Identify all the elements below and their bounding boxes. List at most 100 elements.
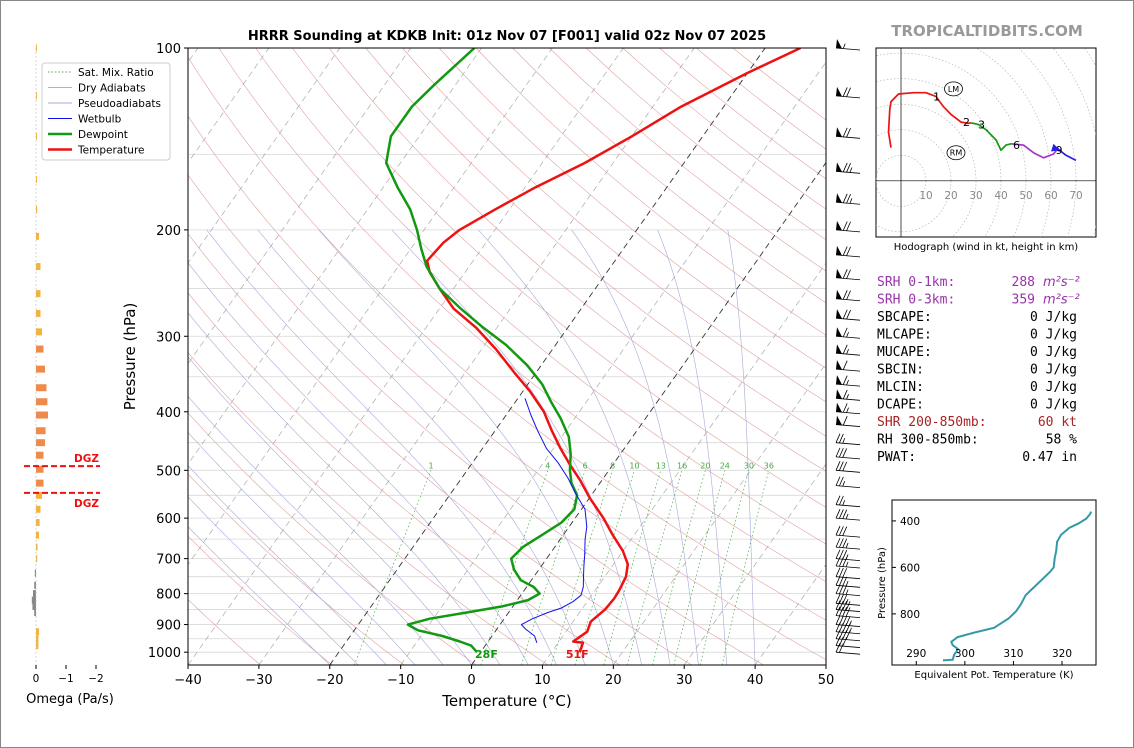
omega-bar — [36, 451, 44, 459]
wind-barb-flag — [836, 86, 842, 97]
theta-e-y-tick-label: 800 — [900, 609, 920, 621]
wind-barb-full — [842, 526, 848, 536]
mixing-ratio-label: 13 — [656, 461, 666, 470]
wind-barb-shaft — [835, 517, 861, 521]
wind-barb-full — [838, 567, 844, 578]
mixing-ratio-line — [699, 470, 750, 665]
x-tick-label: 20 — [605, 673, 622, 688]
stat-value: 0 J/kg — [1030, 363, 1077, 378]
omega-bar — [36, 92, 37, 100]
mixing-ratio-label: 6 — [583, 461, 588, 470]
legend: Sat. Mix. Ratio Dry Adiabats Pseudoadiabat… — [41, 62, 171, 161]
dry-adiabat-line — [188, 233, 692, 665]
y-axis-label: Pressure (hPa) — [121, 303, 139, 411]
isotherm-line — [613, 362, 826, 665]
wind-barb-half — [842, 500, 846, 506]
wind-barb-full — [835, 576, 841, 586]
wind-barb-half — [845, 513, 849, 520]
y-tick-label: 600 — [156, 512, 181, 527]
watermark: TROPICALTIDBITS.COM — [891, 22, 1083, 40]
wind-barb-full — [835, 594, 841, 604]
wind-barb-full — [842, 344, 848, 354]
wind-barb-shaft — [835, 368, 861, 372]
wind-barb-full — [842, 269, 848, 279]
wind-barb — [835, 508, 861, 521]
wind-barb-full — [842, 127, 848, 138]
wind-barb-shaft — [835, 615, 861, 619]
wind-barb-shaft — [835, 411, 861, 415]
wind-barb-flag — [836, 39, 842, 49]
wind-barb-full — [842, 327, 848, 338]
isotherm-line — [188, 48, 553, 566]
theta-e-x-tick-label: 320 — [1052, 648, 1072, 660]
wind-barb-full — [835, 636, 841, 646]
wind-barb — [835, 220, 861, 233]
stat-value: 0 J/kg — [1030, 345, 1077, 360]
stat-value: 0.47 in — [1022, 450, 1077, 465]
wind-barb-full — [845, 607, 851, 617]
wind-barb-flag — [836, 268, 842, 279]
omega-bar — [36, 518, 40, 526]
x-tick-label: 30 — [676, 673, 693, 688]
mixing-ratio-line — [603, 470, 662, 665]
wind-barb-full — [842, 309, 848, 319]
omega-bar — [36, 642, 39, 650]
wind-barb-flag — [836, 344, 842, 354]
wind-barb-full — [835, 447, 841, 458]
omega-bar — [36, 328, 42, 336]
mixing-ratio-label: 8 — [610, 461, 615, 470]
omega-bar — [34, 581, 36, 589]
wind-barb-shaft — [835, 576, 861, 580]
wind-barb-full — [838, 447, 844, 458]
stat-label: MLCAPE: — [877, 328, 932, 343]
omega-bar — [36, 175, 37, 183]
x-tick-label: −40 — [174, 673, 201, 688]
legend-label: Sat. Mix. Ratio — [78, 67, 154, 79]
wind-barb-flag — [836, 389, 842, 399]
omega-bar — [36, 427, 46, 435]
legend-label: Wetbulb — [78, 114, 122, 126]
mixing-ratio-label: 4 — [545, 461, 550, 470]
y-tick-label: 800 — [156, 588, 181, 603]
hodograph-ring-label: 40 — [994, 190, 1007, 202]
wind-barb-half — [845, 581, 849, 587]
stat-label: DCAPE: — [877, 398, 924, 413]
wind-barb-flag — [836, 402, 842, 413]
wind-barb-flag — [836, 375, 842, 385]
wind-barb-full — [842, 448, 848, 458]
wind-barb-full — [838, 594, 844, 604]
dry-adiabat-line — [218, 48, 826, 582]
theta-e-x-label: Equivalent Pot. Temperature (K) — [914, 670, 1073, 681]
isotherm-line — [329, 48, 766, 665]
wind-barb-full — [842, 568, 848, 578]
isotherm-line — [188, 48, 624, 665]
pseudoadiabat-line — [571, 229, 699, 665]
dry-adiabat-line — [438, 48, 826, 369]
legend-label: Temperature — [77, 145, 145, 157]
wind-barb-full — [842, 594, 848, 605]
dry-adiabat-line — [475, 48, 826, 336]
stat-label: SHR 200-850mb: — [877, 415, 987, 430]
wind-barb-full — [838, 549, 844, 560]
wind-barb-full — [842, 290, 848, 300]
mixing-ratio-label: 1 — [428, 461, 433, 470]
y-tick-label: 100 — [156, 42, 181, 57]
omega-bar — [36, 205, 38, 213]
dgz-label: DGZ — [74, 453, 99, 465]
wind-barb-full — [842, 538, 848, 548]
dry-adiabat-line — [188, 352, 549, 665]
wind-barb-full — [838, 495, 844, 506]
hodograph-height-label: 3 — [978, 119, 985, 132]
wind-barb-half — [846, 394, 849, 400]
omega-bar — [36, 555, 38, 563]
wind-barb-flag — [836, 193, 842, 203]
y-tick-label: 300 — [156, 330, 181, 345]
wind-barb-shaft — [835, 485, 861, 489]
hodograph-height-label: 2 — [963, 116, 970, 129]
isotherm-line — [542, 262, 826, 665]
wind-barb-full — [846, 221, 851, 231]
mixing-ratio-line — [721, 470, 770, 665]
wind-barb-full — [838, 606, 844, 617]
wind-barb — [835, 600, 861, 612]
mixing-ratio-line — [550, 470, 613, 665]
